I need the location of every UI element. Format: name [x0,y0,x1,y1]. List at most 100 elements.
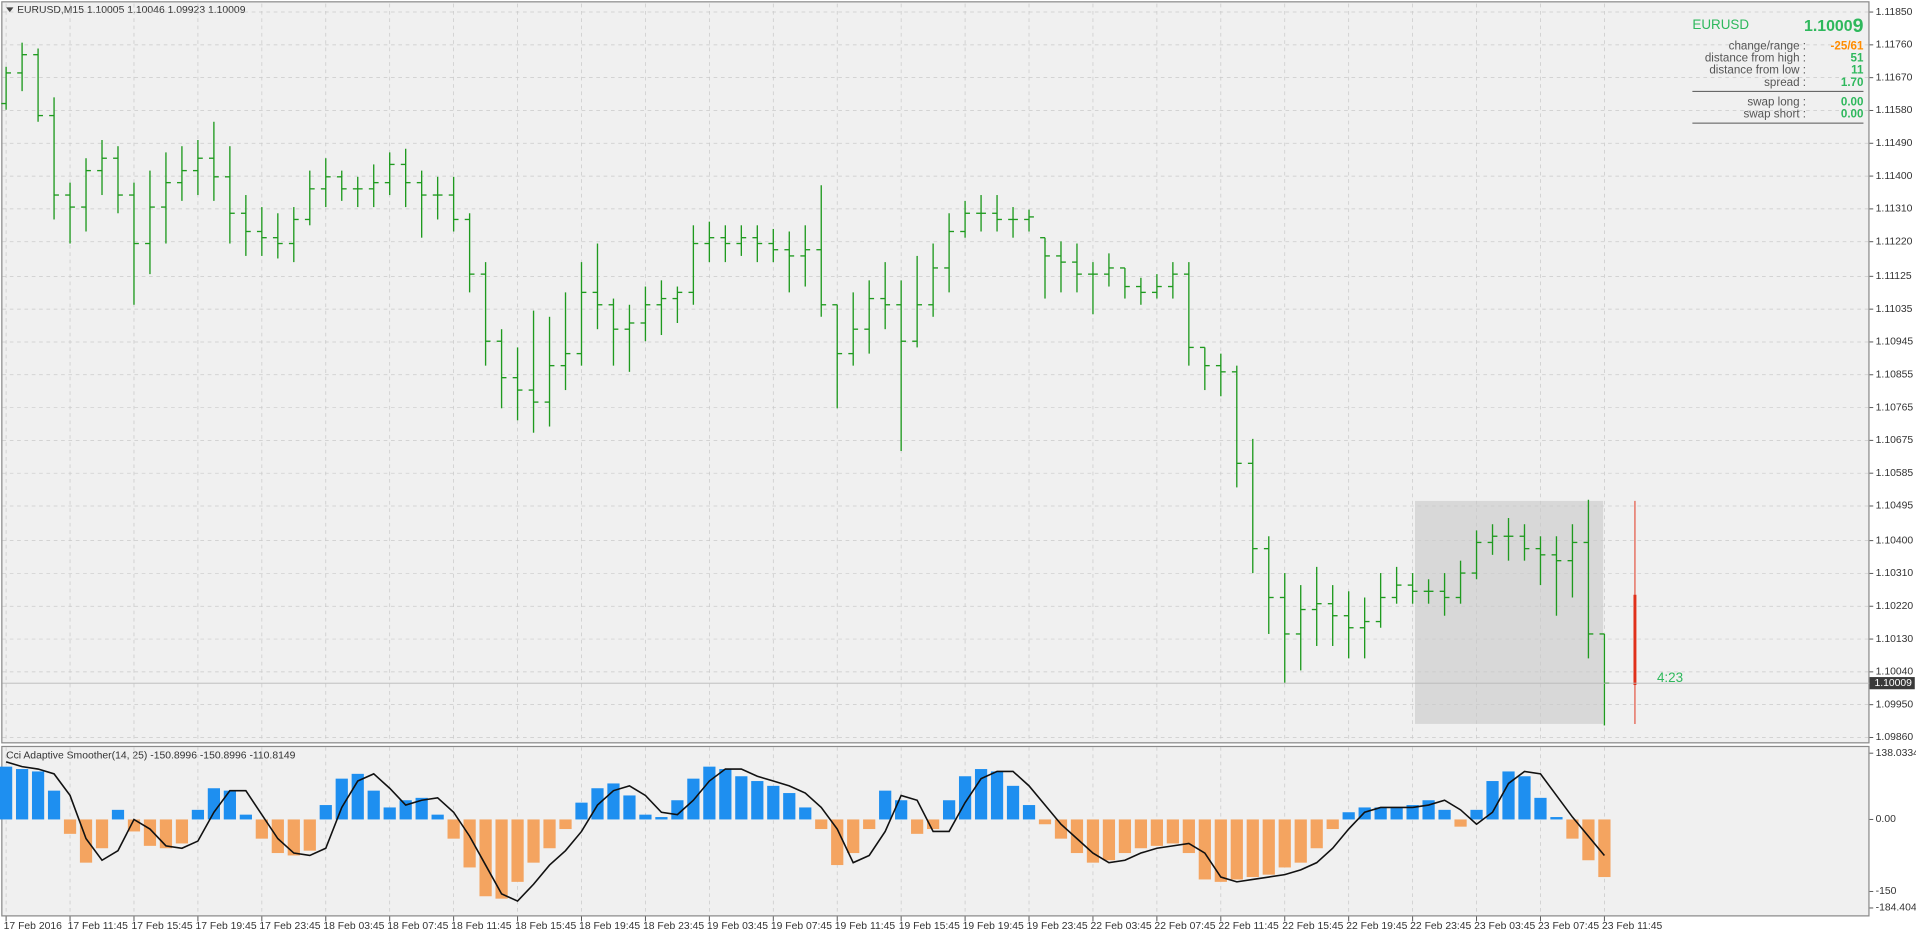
histogram-bar [399,800,412,820]
histogram-bar [1070,819,1084,854]
x-tick-label: 18 Feb 15:45 [515,921,576,932]
histogram-bar [1518,776,1531,820]
y-tick-label: 1.11580 [1876,105,1913,116]
info-value: 0.00 [1841,96,1864,108]
x-tick-label: 18 Feb 11:45 [451,921,512,932]
x-tick-label: 22 Feb 19:45 [1346,921,1407,932]
x-tick-label: 22 Feb 23:45 [1410,921,1471,932]
y-tick-label: 1.10400 [1876,535,1914,546]
histogram-bar [1022,805,1036,820]
histogram-bar [1166,819,1179,844]
x-tick-label: 17 Feb 19:45 [195,921,256,932]
histogram-bar [767,785,780,820]
histogram-bar [1134,819,1148,849]
histogram-bar [303,819,316,851]
histogram-bar [911,819,924,834]
histogram-bar [1214,819,1227,882]
histogram-bar [431,814,444,820]
histogram-bar [95,819,109,849]
histogram-bar [511,819,524,882]
histogram-bar [1150,819,1163,846]
info-value: 51 [1851,53,1864,65]
histogram-bar [1438,809,1451,820]
histogram-bar [1486,781,1499,820]
y-tick-label: 1.10130 [1876,634,1914,645]
chart-header: EURUSD,M15 1.10005 1.10046 1.09923 1.100… [17,5,246,16]
info-label: change/range : [1729,40,1806,52]
histogram-bar [719,769,732,820]
info-label: distance from low : [1709,65,1806,77]
y-tick-label: 1.09860 [1876,732,1914,743]
histogram-bar [1262,819,1275,875]
info-value: 1.70 [1841,77,1864,89]
histogram-bar [255,819,268,839]
histogram-bar [623,795,636,820]
histogram-bar [815,819,828,830]
y-tick-label: 1.10040 [1876,667,1914,678]
x-tick-label: 23 Feb 07:45 [1538,921,1599,932]
current-price-box [1869,677,1915,690]
histogram-bar [958,776,972,820]
histogram-bar [319,805,332,820]
x-tick-label: 19 Feb 11:45 [835,921,896,932]
histogram-bar [1502,771,1515,820]
y-tick-label: 1.10765 [1876,402,1914,413]
info-value: 0.00 [1841,109,1864,121]
histogram-bar [1006,785,1020,820]
histogram-bar [575,802,588,820]
histogram-bar [1326,819,1339,830]
x-tick-label: 18 Feb 19:45 [579,921,640,932]
histogram-bar [447,819,460,839]
x-tick-label: 23 Feb 11:45 [1602,921,1663,932]
histogram-bar [863,819,876,830]
y-tick-label: 1.11850 [1876,7,1913,18]
x-tick-label: 22 Feb 07:45 [1154,921,1215,932]
histogram-bar [543,819,556,849]
histogram-bar [47,790,61,820]
info-value: -25/61 [1831,40,1864,52]
x-tick-label: 17 Feb 11:45 [68,921,129,932]
histogram-bar [335,778,348,820]
histogram-bar [927,819,940,830]
y-tick-label: 1.10945 [1876,337,1914,348]
info-value: 11 [1851,65,1864,77]
x-tick-label: 17 Feb 2016 [4,921,62,932]
histogram-bar [799,807,812,820]
y-tick-label: 1.10585 [1876,468,1914,479]
histogram-bar [175,819,189,844]
y-tick-label: 1.10495 [1876,501,1914,512]
x-tick-label: 18 Feb 07:45 [387,921,448,932]
x-tick-label: 17 Feb 15:45 [132,921,193,932]
histogram-bar [0,766,13,820]
x-tick-label: 19 Feb 19:45 [963,921,1024,932]
y-tick-label: 0.00 [1876,814,1896,825]
histogram-bar [831,819,844,866]
x-tick-label: 22 Feb 11:45 [1218,921,1279,932]
x-tick-label: 19 Feb 03:45 [707,921,768,932]
y-tick-label: 1.11035 [1876,304,1913,315]
histogram-bar [527,819,540,863]
histogram-bar [1198,819,1211,880]
histogram-bar [1534,797,1547,820]
y-tick-label: 1.10855 [1876,370,1914,381]
collapse-arrow[interactable] [6,7,14,13]
y-tick-label: -184.404 [1876,903,1916,914]
histogram-bar [783,793,796,820]
y-tick-label: 1.09950 [1876,699,1914,710]
indicator-header: Cci Adaptive Smoother(14, 25) -150.8996 … [6,750,296,761]
histogram-bar [15,769,29,820]
histogram-bar [735,776,748,820]
y-tick-label: 1.11310 [1876,204,1913,215]
x-tick-label: 22 Feb 15:45 [1282,921,1343,932]
histogram-bar [367,790,380,820]
y-tick-label: 1.11670 [1876,72,1913,83]
histogram-bar [1294,819,1307,863]
histogram-bar [191,809,205,820]
y-tick-label: 1.10675 [1876,435,1914,446]
histogram-bar [751,781,764,820]
histogram-bar [974,769,988,820]
histogram-bar [847,819,860,854]
histogram-bar [495,819,508,899]
histogram-bar [942,800,956,820]
